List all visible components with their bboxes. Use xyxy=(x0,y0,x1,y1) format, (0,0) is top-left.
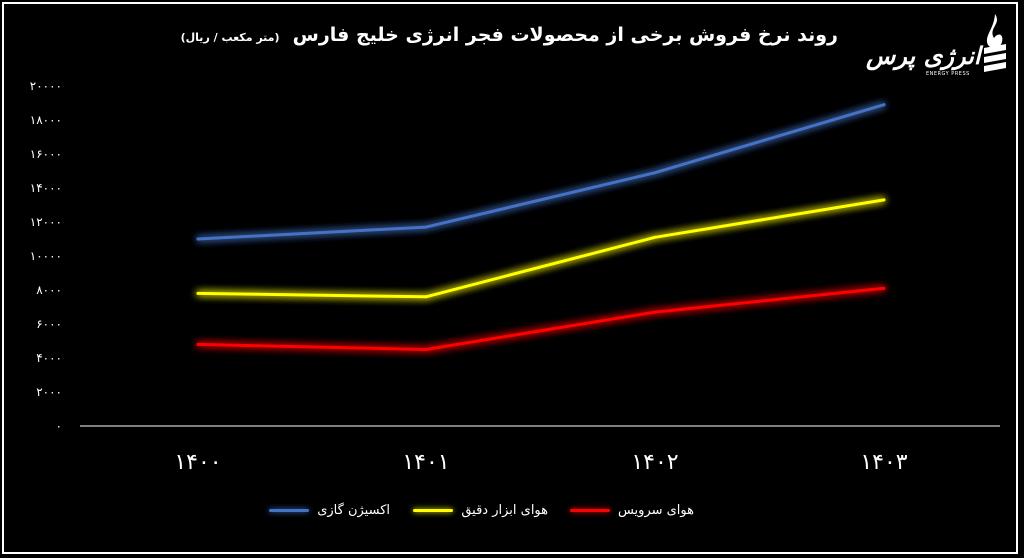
series-1-point xyxy=(653,171,657,175)
energy-press-logo: انرژی پرس ENERGY PRESS xyxy=(862,12,1012,82)
x-tick-label: ۱۴۰۲ xyxy=(631,450,678,475)
legend-item: اکسیژن گازی xyxy=(269,498,390,522)
series-2-point xyxy=(653,235,657,239)
series-1-point xyxy=(196,237,200,241)
series-1-point xyxy=(424,225,428,229)
series-3-point xyxy=(653,310,657,314)
series-line-3 xyxy=(196,286,886,351)
y-axis-ticks: ۰ ۲۰۰۰ ۴۰۰۰ ۶۰۰۰ ۸۰۰۰ ۱۰۰۰۰ ۱۲۰۰۰ ۱۴۰۰۰ ۱۶۰۰۰ ۱۸۰… xyxy=(30,79,62,433)
y-tick-label: ۱۲۰۰۰ xyxy=(30,215,62,229)
legend: اکسیژن گازی هوای ابزار دقیق هوای سرویس xyxy=(0,498,1024,522)
y-tick-label: ۶۰۰۰ xyxy=(36,317,62,331)
y-tick-label: ۱۶۰۰۰ xyxy=(30,147,62,161)
y-tick-label: ۴۰۰۰ xyxy=(36,351,62,365)
series-3-point xyxy=(424,348,428,351)
series-2-point xyxy=(424,295,428,299)
legend-label: اکسیژن گازی xyxy=(317,502,390,518)
legend-label: هوای سرویس xyxy=(617,502,694,518)
series-3-point xyxy=(882,286,886,290)
x-tick-label: ۱۴۰۳ xyxy=(860,450,907,475)
y-tick-label: ۱۴۰۰۰ xyxy=(30,181,62,195)
y-tick-label: ۸۰۰۰ xyxy=(36,283,62,297)
x-tick-label: ۱۴۰۱ xyxy=(402,450,449,475)
series-1-point xyxy=(882,103,886,107)
logo-name: انرژی پرس xyxy=(866,42,982,70)
y-tick-label: ۲۰۰۰ xyxy=(36,385,62,399)
series-layer xyxy=(196,103,886,351)
legend-item: هوای ابزار دقیق xyxy=(413,498,548,522)
chart-title-wrap: روند نرخ فروش برخی از محصولات فجر انرژی … xyxy=(181,24,838,46)
x-tick-label: ۱۴۰۰ xyxy=(174,450,221,475)
series-3-point xyxy=(196,342,200,346)
legend-swatch xyxy=(569,508,610,512)
chart-title: روند نرخ فروش برخی از محصولات فجر انرژی … xyxy=(292,24,838,46)
series-line-1 xyxy=(196,103,886,241)
y-tick-label: ۱۸۰۰۰ xyxy=(30,113,62,127)
logo-subtitle: ENERGY PRESS xyxy=(926,71,970,77)
y-tick-label: ۲۰۰۰۰ xyxy=(30,79,62,93)
series-2-point xyxy=(882,198,886,202)
flame-icon xyxy=(984,14,1006,72)
y-tick-label: ۱۰۰۰۰ xyxy=(30,249,62,263)
x-axis-ticks: ۱۴۰۰ ۱۴۰۱ ۱۴۰۲ ۱۴۰۳ xyxy=(174,450,907,475)
legend-item: هوای سرویس xyxy=(569,498,694,522)
legend-swatch xyxy=(413,508,454,512)
legend-label: هوای ابزار دقیق xyxy=(461,502,548,518)
y-tick-label: ۰ xyxy=(56,419,62,433)
series-line-2 xyxy=(196,198,886,299)
series-2-point xyxy=(196,291,200,295)
chart-subtitle: (متر مکعب / ریال) xyxy=(180,31,280,44)
legend-swatch xyxy=(269,508,310,512)
